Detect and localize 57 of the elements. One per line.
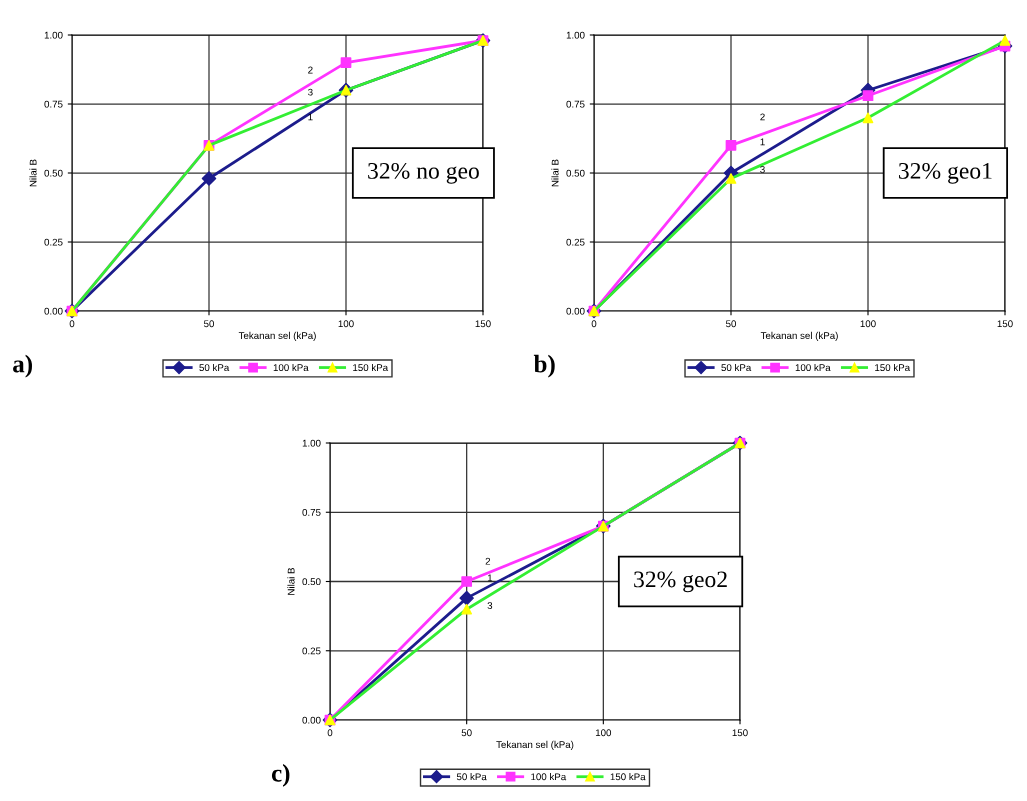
x-tick-label: 150 (732, 729, 748, 737)
x-tick-label: 150 (997, 320, 1013, 328)
legend-label: 150 kPa (353, 363, 389, 372)
annotation: 3 (760, 165, 765, 173)
x-tick-label: 50 (725, 320, 737, 328)
annotation: 1 (760, 138, 765, 146)
text: a) (13, 354, 32, 378)
annotation: 2 (308, 66, 313, 74)
y-tick-label: 0.00 (302, 716, 321, 724)
legend-label: 100 kPa (273, 363, 309, 372)
text: c) (271, 764, 290, 787)
legend-label: 50 kPa (199, 363, 230, 372)
x-axis-title: Tekanan sel (kPa) (760, 331, 838, 341)
legend-label: 50 kPa (721, 363, 752, 372)
legend-label: 100 kPa (795, 363, 831, 372)
x-tick-label: 100 (860, 320, 876, 328)
annotation: 3 (308, 88, 313, 96)
x-tick-label: 100 (338, 320, 354, 328)
x-axis-title: Tekanan sel (kPa) (238, 331, 316, 341)
annotation: 32% geo2 (634, 571, 727, 593)
y-axis-title: Nilai B (551, 159, 559, 187)
legend-label: 100 kPa (531, 773, 567, 781)
y-tick-label: 0.00 (566, 307, 585, 315)
x-tick-label: 150 (475, 320, 491, 328)
annotation: 1 (487, 574, 493, 582)
x-tick-label: 50 (203, 320, 215, 328)
y-tick-label: 0.75 (44, 100, 63, 108)
y-tick-label: 0.25 (302, 647, 321, 655)
y-tick-label: 1.00 (566, 31, 585, 39)
y-tick-label: 0.75 (566, 100, 585, 108)
y-tick-label: 0.25 (44, 238, 63, 246)
y-tick-label: 0.75 (302, 508, 321, 516)
text: b) (533, 354, 555, 378)
annotation: 3 (487, 602, 493, 610)
legend-label: 150 kPa (875, 363, 911, 372)
x-tick-label: 0 (327, 729, 333, 737)
x-tick-label: 0 (69, 320, 75, 328)
x-tick-label: 0 (591, 320, 597, 328)
annotation: 1 (308, 113, 313, 121)
y-tick-label: 0.00 (44, 307, 63, 315)
y-tick-label: 0.50 (302, 578, 321, 586)
annotation: 32% geo1 (898, 162, 992, 184)
y-tick-label: 1.00 (302, 439, 321, 447)
x-tick-label: 50 (461, 729, 472, 737)
y-tick-label: 0.25 (566, 238, 585, 246)
annotation: 32% no geo (368, 162, 479, 184)
x-axis-title: Tekanan sel (kPa) (496, 740, 574, 750)
legend-label: 50 kPa (456, 773, 487, 781)
x-tick-label: 100 (595, 729, 612, 737)
y-tick-label: 0.50 (566, 169, 585, 177)
y-tick-label: 1.00 (44, 31, 63, 39)
legend-label: 150 kPa (610, 773, 646, 781)
annotation: 2 (760, 113, 765, 121)
y-axis-title: Nilai B (29, 159, 37, 187)
annotation: 2 (485, 557, 491, 565)
y-tick-label: 0.50 (44, 169, 63, 177)
y-axis-title: Nilai B (287, 567, 295, 595)
